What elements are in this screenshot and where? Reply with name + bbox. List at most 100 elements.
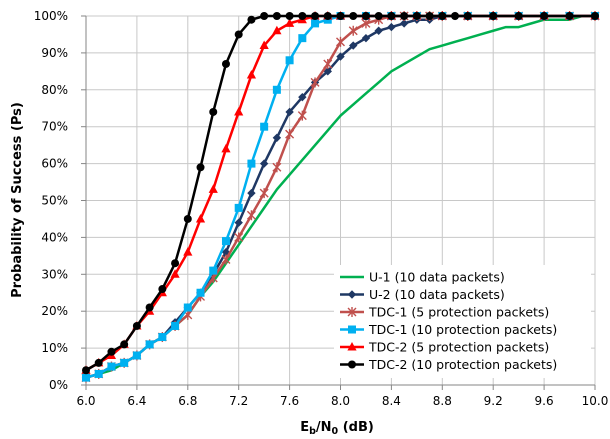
x-axis-title: Eb/N0 (dB): [300, 420, 374, 437]
series-6: [82, 12, 599, 375]
data-point: [591, 12, 599, 20]
data-point: [209, 107, 218, 116]
data-point: [361, 18, 371, 29]
legend-label: TDC-1 (5 protection packets): [368, 305, 549, 320]
data-point: [272, 133, 282, 142]
data-point: [171, 321, 180, 330]
data-point: [272, 12, 281, 20]
data-point: [298, 92, 307, 102]
legend-item: TDC-2 (5 protection packets): [340, 340, 549, 355]
data-point: [285, 129, 295, 140]
x-tick-label: 8.8: [433, 394, 452, 408]
data-point: [272, 85, 281, 94]
axes: [81, 15, 596, 390]
data-point: [387, 12, 396, 20]
data-point: [323, 12, 332, 20]
data-point: [349, 12, 358, 20]
data-point: [221, 237, 230, 246]
data-point: [107, 347, 116, 356]
data-point: [171, 259, 180, 268]
data-point: [209, 266, 218, 275]
y-tick-label: 10%: [41, 341, 68, 355]
y-axis-title: Probability of Success (Ps): [10, 102, 25, 298]
legend-item: TDC-2 (10 protection packets): [340, 357, 557, 372]
data-point: [272, 162, 282, 173]
x-axis-title-main: E: [300, 420, 309, 435]
legend-label: TDC-2 (10 protection packets): [368, 357, 557, 372]
y-tick-label: 60%: [41, 157, 68, 171]
data-point: [234, 232, 244, 243]
x-tick-label: 6.4: [127, 394, 146, 408]
data-point: [272, 25, 282, 35]
legend-label: TDC-2 (5 protection packets): [368, 340, 549, 355]
data-point: [132, 321, 141, 330]
data-point: [540, 12, 549, 20]
data-point: [259, 159, 269, 168]
y-tick-label: 70%: [41, 120, 68, 134]
legend-swatch-marker: [347, 342, 357, 351]
x-axis-title-sub2: 0: [332, 426, 339, 437]
data-point: [132, 351, 141, 360]
data-point: [234, 106, 244, 116]
data-point: [298, 34, 307, 43]
x-tick-label: 6.0: [76, 394, 95, 408]
data-point: [336, 12, 345, 20]
data-point: [323, 67, 332, 76]
data-point: [285, 107, 294, 117]
data-point: [260, 122, 269, 131]
data-point: [120, 340, 129, 349]
data-point: [514, 12, 523, 20]
data-point: [259, 188, 269, 199]
data-point: [298, 12, 307, 20]
data-point: [348, 25, 358, 36]
data-point: [94, 369, 103, 378]
data-point: [336, 36, 345, 47]
legend-item: U-2 (10 data packets): [340, 287, 505, 302]
data-point: [145, 303, 154, 312]
legend-box: [334, 265, 591, 378]
data-point: [489, 12, 498, 20]
data-point: [438, 12, 447, 20]
y-tick-label: 40%: [41, 230, 68, 244]
legend-swatch-marker: [347, 307, 357, 317]
data-point: [221, 59, 230, 68]
data-point: [336, 52, 345, 61]
x-tick-label: 7.6: [280, 394, 299, 408]
data-point: [94, 358, 103, 367]
x-tick-labels: 6.0 6.4 6.8 7.2 7.6 8.0 8.4 8.8 9.2 9.6 10.0: [76, 394, 608, 408]
y-tick-label: 20%: [41, 304, 68, 318]
data-point: [158, 333, 167, 342]
legend-label: TDC-1 (10 protection packets): [368, 322, 557, 337]
data-point: [234, 30, 243, 39]
y-tick-label: 0%: [49, 378, 68, 392]
data-point: [374, 26, 383, 35]
data-point: [221, 254, 231, 265]
legend-label: U-1 (10 data packets): [369, 270, 505, 285]
data-point: [246, 70, 257, 79]
data-point: [259, 40, 269, 50]
data-point: [361, 33, 371, 43]
legend: U-1 (10 data packets) U-2 (10 data packet…: [334, 265, 591, 378]
x-tick-label: 8.4: [382, 394, 401, 408]
x-tick-label: 6.8: [178, 394, 197, 408]
data-point: [323, 58, 333, 69]
y-tick-label: 80%: [41, 83, 68, 97]
data-point: [311, 19, 320, 28]
data-point: [195, 213, 206, 223]
data-point: [196, 288, 205, 297]
data-point: [311, 12, 320, 20]
legend-swatch-marker: [348, 325, 356, 334]
data-point: [234, 218, 243, 227]
data-point: [170, 269, 180, 278]
data-point: [310, 77, 320, 88]
x-tick-label: 8.0: [331, 394, 350, 408]
data-point: [285, 12, 294, 20]
legend-label: U-2 (10 data packets): [369, 287, 505, 302]
data-point: [196, 163, 205, 172]
data-point: [361, 12, 370, 20]
x-tick-label: 9.2: [484, 394, 503, 408]
data-point: [247, 188, 256, 198]
data-point: [107, 362, 116, 371]
x-axis-title-sub1: b: [309, 426, 316, 437]
